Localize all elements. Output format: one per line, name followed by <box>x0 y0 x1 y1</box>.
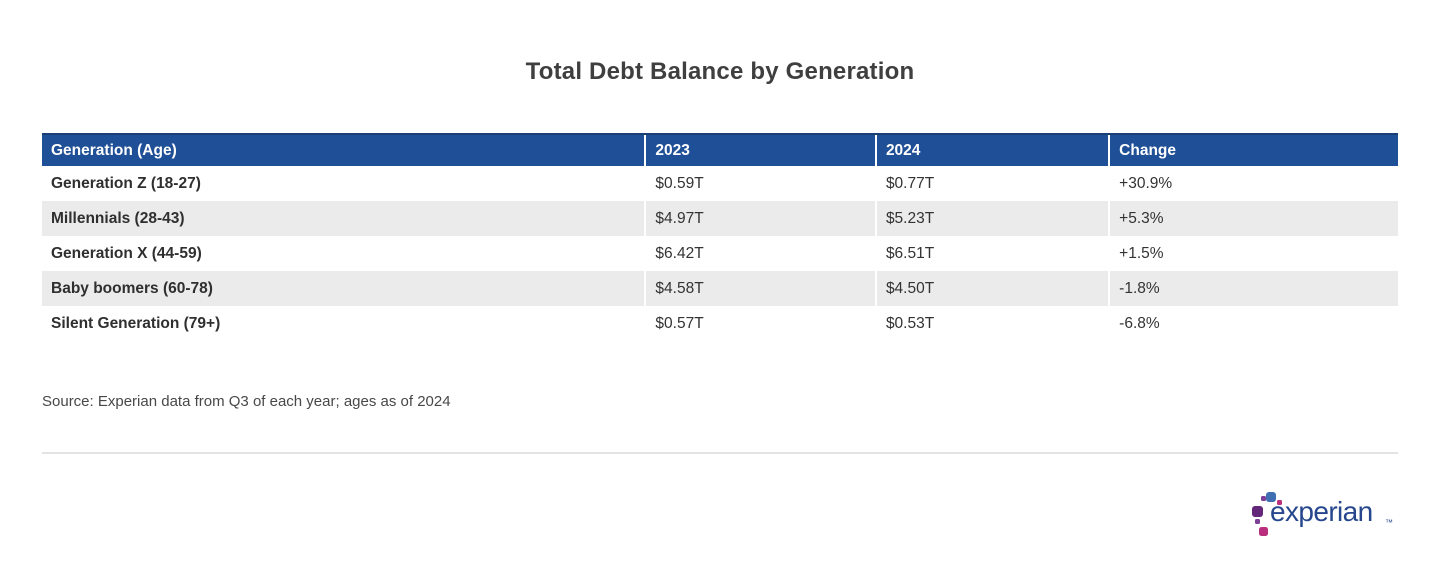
table-row: Generation X (44-59) $6.42T $6.51T +1.5% <box>42 236 1398 271</box>
cell-2023: $0.57T <box>644 306 876 341</box>
header-row: Generation (Age) 2023 2024 Change <box>42 133 1398 166</box>
cell-generation: Generation X (44-59) <box>51 245 202 262</box>
debt-balance-table: Generation (Age) 2023 2024 Change Genera… <box>42 133 1398 341</box>
cell-2023: $4.97T <box>644 201 876 236</box>
table-row: Silent Generation (79+) $0.57T $0.53T -6… <box>42 306 1398 341</box>
column-header-2023: 2023 <box>644 133 876 166</box>
logo-square-purple-icon <box>1252 506 1263 517</box>
cell-generation: Baby boomers (60-78) <box>51 280 213 297</box>
logo-row: experian ™ <box>42 483 1398 547</box>
chart-title: Total Debt Balance by Generation <box>525 58 915 85</box>
table-row: Generation Z (18-27) $0.59T $0.77T +30.9… <box>42 166 1398 201</box>
logo-square-blue-icon <box>1266 492 1276 502</box>
trademark-symbol: ™ <box>1385 518 1393 527</box>
logo-dot-violet-icon <box>1255 519 1260 524</box>
experian-wordmark: experian <box>1270 496 1373 527</box>
column-header-2024: 2024 <box>874 133 1110 166</box>
table-row: Millennials (28-43) $4.97T $5.23T +5.3% <box>42 201 1398 236</box>
divider-line <box>42 452 1398 454</box>
logo-square-magenta-icon <box>1259 527 1268 536</box>
table-row: Baby boomers (60-78) $4.58T $4.50T -1.8% <box>42 271 1398 306</box>
cell-2024: $5.23T <box>874 201 1110 236</box>
table-header: Generation (Age) 2023 2024 Change <box>42 133 1398 166</box>
cell-generation: Generation Z (18-27) <box>51 175 201 192</box>
cell-2023: $0.59T <box>644 166 876 201</box>
logo-dot-magenta-icon <box>1277 500 1282 505</box>
cell-2024: $0.53T <box>874 306 1110 341</box>
cell-change: -6.8% <box>1108 306 1398 341</box>
cell-2024: $4.50T <box>874 271 1110 306</box>
table-body: Generation Z (18-27) $0.59T $0.77T +30.9… <box>42 166 1398 341</box>
cell-2024: $0.77T <box>874 166 1110 201</box>
source-note: Source: Experian data from Q3 of each ye… <box>42 393 451 410</box>
logo-dot-violet-icon <box>1261 496 1266 501</box>
column-header-change: Change <box>1108 133 1398 166</box>
experian-logo: experian ™ <box>1244 483 1396 547</box>
cell-change: +1.5% <box>1108 236 1398 271</box>
cell-change: +5.3% <box>1108 201 1398 236</box>
cell-change: -1.8% <box>1108 271 1398 306</box>
cell-2024: $6.51T <box>874 236 1110 271</box>
cell-2023: $4.58T <box>644 271 876 306</box>
cell-change: +30.9% <box>1108 166 1398 201</box>
cell-2023: $6.42T <box>644 236 876 271</box>
cell-generation: Silent Generation (79+) <box>51 315 221 332</box>
cell-generation: Millennials (28-43) <box>51 210 185 227</box>
column-header-generation: Generation (Age) <box>42 133 646 166</box>
